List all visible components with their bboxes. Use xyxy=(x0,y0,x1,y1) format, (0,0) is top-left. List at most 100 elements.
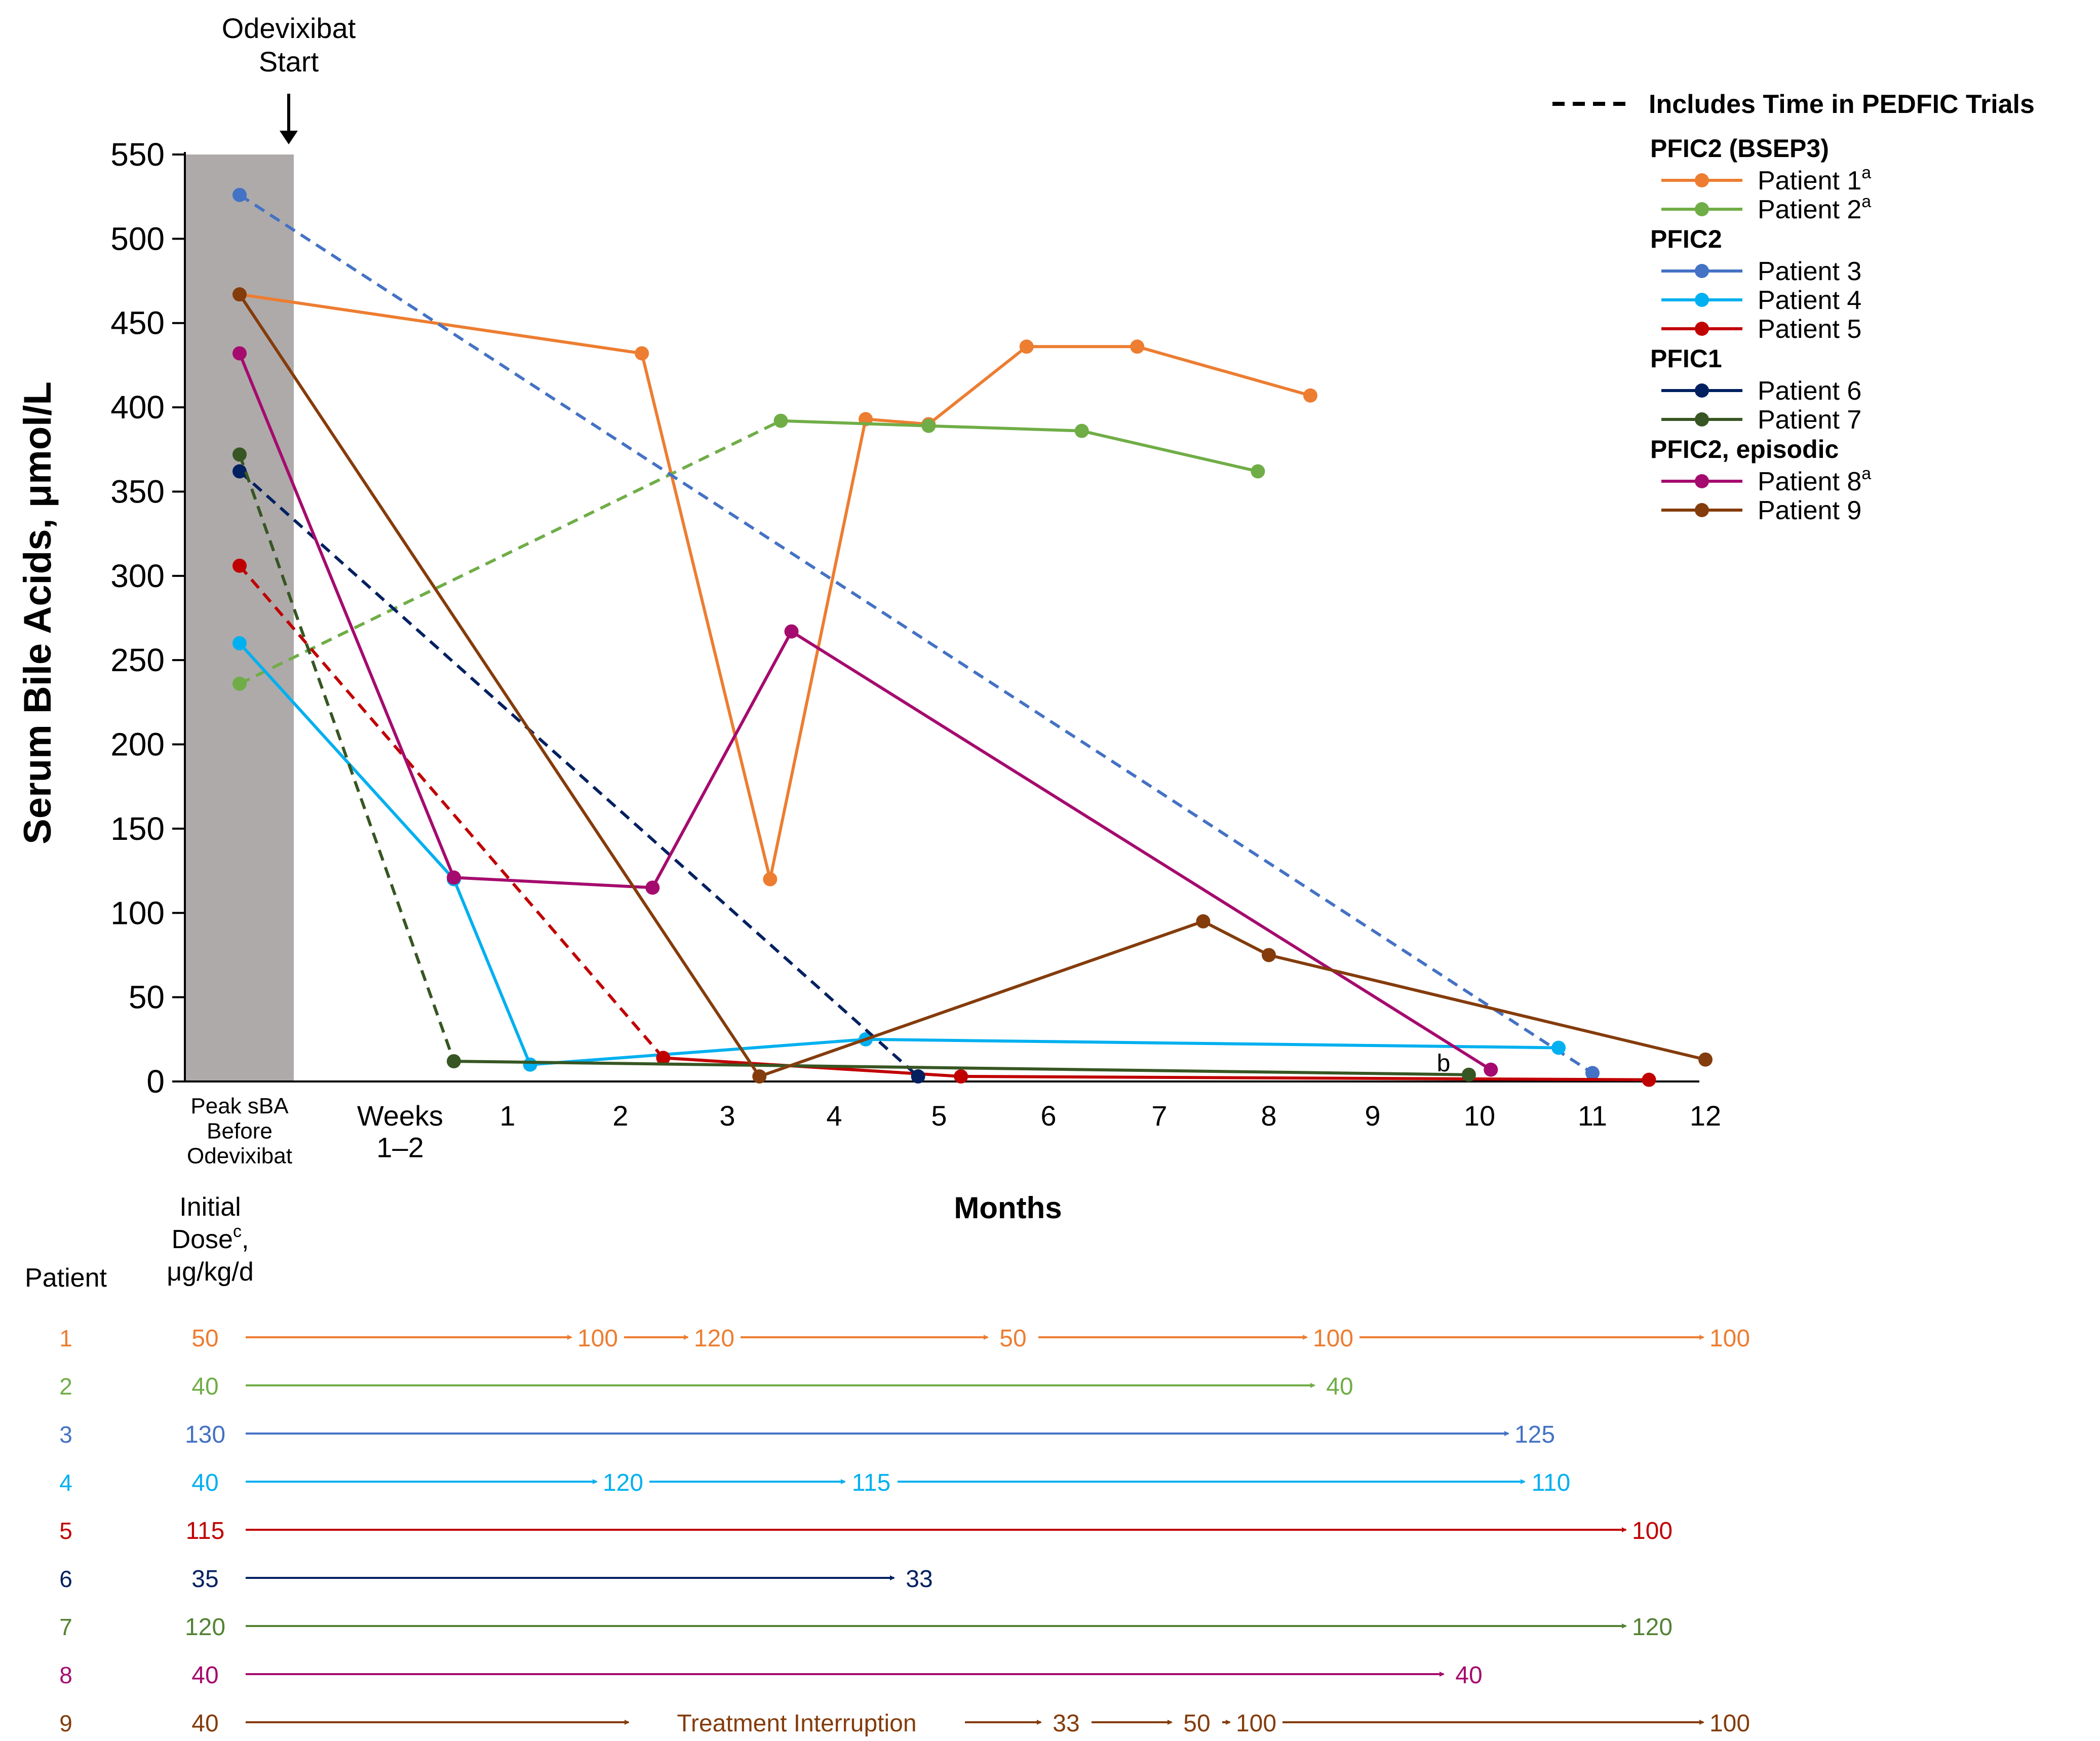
data-point xyxy=(1551,1040,1566,1055)
footnote-b-marker: b xyxy=(1437,1050,1451,1077)
x-axis-label: Months xyxy=(954,1191,1062,1225)
dose-row-2: 2 40 40 xyxy=(59,1373,1353,1400)
data-point xyxy=(911,1069,925,1084)
dose-change-label: 50 xyxy=(1183,1710,1210,1737)
dose-row-patient: 9 xyxy=(59,1710,72,1736)
series-segment xyxy=(453,1060,1469,1076)
series-patient-9 xyxy=(232,287,1713,1084)
data-point xyxy=(954,1069,968,1084)
series-patient-3 xyxy=(232,187,1600,1080)
legend-entry: Patient 2a xyxy=(1758,192,1871,224)
dose-row-6: 6 35 33 xyxy=(59,1566,932,1593)
series-patient-2 xyxy=(232,413,1265,691)
dose-row-patient: 4 xyxy=(59,1469,72,1496)
data-point xyxy=(1698,1052,1713,1067)
data-point xyxy=(1074,423,1089,438)
x-tick-label: 1 xyxy=(499,1100,515,1132)
dose-row-initial: 130 xyxy=(185,1421,225,1448)
legend-entry: Patient 4 xyxy=(1758,286,1861,315)
series-segment xyxy=(961,1075,1649,1081)
y-tick-label: 350 xyxy=(110,473,165,510)
dose-row-9: 9 40 Treatment Interruption 33 50 100 100 xyxy=(59,1710,1750,1737)
data-point xyxy=(232,464,247,479)
series-segment xyxy=(865,417,929,426)
dose-row-7: 7 120 120 xyxy=(59,1614,1673,1641)
data-point xyxy=(1484,1062,1498,1077)
dose-row-4: 4 40 120 115 110 xyxy=(59,1469,1570,1496)
y-tick-label: 400 xyxy=(110,389,165,425)
dose-change-label: 33 xyxy=(906,1566,932,1593)
series-segment xyxy=(530,1037,866,1066)
data-point xyxy=(773,413,788,428)
dose-change-label: 120 xyxy=(1632,1614,1673,1641)
x-tick-label: 4 xyxy=(826,1100,842,1132)
dose-change-label: 100 xyxy=(1236,1710,1276,1737)
legend-marker xyxy=(1695,173,1709,187)
dose-row-initial: 35 xyxy=(191,1566,218,1593)
dose-change-label: 100 xyxy=(1709,1325,1750,1352)
series-segment xyxy=(239,194,1593,1074)
data-point xyxy=(1196,914,1211,928)
legend-marker xyxy=(1695,293,1709,307)
legend-entry: Patient 6 xyxy=(1758,376,1861,406)
data-point xyxy=(447,870,461,885)
legend-entry: Patient 3 xyxy=(1758,257,1861,286)
dose-change-label: 110 xyxy=(1532,1469,1571,1496)
legend-group-title: PFIC2 xyxy=(1650,225,1722,253)
data-point xyxy=(523,1057,537,1072)
dose-row-5: 5 115 100 xyxy=(59,1518,1673,1544)
dose-change-label: 100 xyxy=(1709,1710,1750,1737)
legend: Includes Time in PEDFIC Trials PFIC2 (BS… xyxy=(1552,90,2035,525)
dose-change-label: 33 xyxy=(1053,1710,1079,1737)
x-tick-label: 3 xyxy=(719,1100,735,1132)
dose-row-1: 1 50 100 120 50 100 100 xyxy=(59,1325,1750,1352)
series-patient-6 xyxy=(232,464,925,1084)
dose-header: Initial Dosec, μg/kg/d xyxy=(167,1192,254,1287)
series-segment xyxy=(928,424,1082,433)
dose-row-initial: 40 xyxy=(191,1373,218,1400)
series-segment xyxy=(1137,345,1311,397)
dose-change-label: 100 xyxy=(577,1325,618,1352)
series-segment xyxy=(1268,953,1706,1061)
data-point xyxy=(645,880,660,895)
series-segment xyxy=(238,642,455,880)
data-point xyxy=(1642,1072,1656,1087)
legend-group-title: PFIC2 (BSEP3) xyxy=(1650,134,1829,163)
dose-row-patient: 6 xyxy=(59,1566,72,1592)
data-point xyxy=(752,1069,767,1084)
series-segment xyxy=(239,419,782,685)
dose-row-initial: 40 xyxy=(191,1710,218,1737)
y-tick-label: 550 xyxy=(110,136,165,173)
data-point xyxy=(232,187,247,202)
legend-group-title: PFIC1 xyxy=(1650,344,1722,373)
data-point xyxy=(1019,339,1034,354)
data-point xyxy=(1585,1066,1600,1080)
series-segment xyxy=(651,631,793,888)
x-tick-label: Weeks 1–2 xyxy=(357,1100,443,1164)
dose-row-patient: 5 xyxy=(59,1518,72,1544)
legend-marker xyxy=(1695,474,1709,488)
dose-row-initial: 40 xyxy=(191,1469,218,1496)
x-tick-label: 7 xyxy=(1151,1100,1167,1132)
series-segment xyxy=(866,1037,1559,1050)
legend-marker xyxy=(1695,383,1709,398)
dose-table: Patient Initial Dosec, μg/kg/d 1 50 100 120 50… xyxy=(25,1192,1750,1737)
dose-change-label: 120 xyxy=(694,1325,734,1352)
series-patient-7 xyxy=(232,447,1476,1082)
dose-row-patient: 1 xyxy=(59,1325,72,1351)
data-point xyxy=(232,558,247,573)
x-tick-label: 12 xyxy=(1690,1100,1721,1132)
series-segment xyxy=(453,876,653,889)
data-point xyxy=(232,636,247,650)
legend-entry: Patient 1a xyxy=(1758,163,1871,196)
dose-change-label: 125 xyxy=(1514,1421,1555,1448)
legend-marker xyxy=(1695,264,1709,278)
dose-row-patient: 8 xyxy=(59,1662,72,1688)
legend-entry: Patient 7 xyxy=(1758,405,1861,435)
dose-row-initial: 40 xyxy=(191,1662,218,1689)
series-segment xyxy=(238,353,455,878)
data-point xyxy=(232,346,247,361)
data-point xyxy=(1130,339,1145,354)
x-tick-label: 11 xyxy=(1578,1100,1607,1132)
dose-change-label: 120 xyxy=(603,1469,643,1496)
